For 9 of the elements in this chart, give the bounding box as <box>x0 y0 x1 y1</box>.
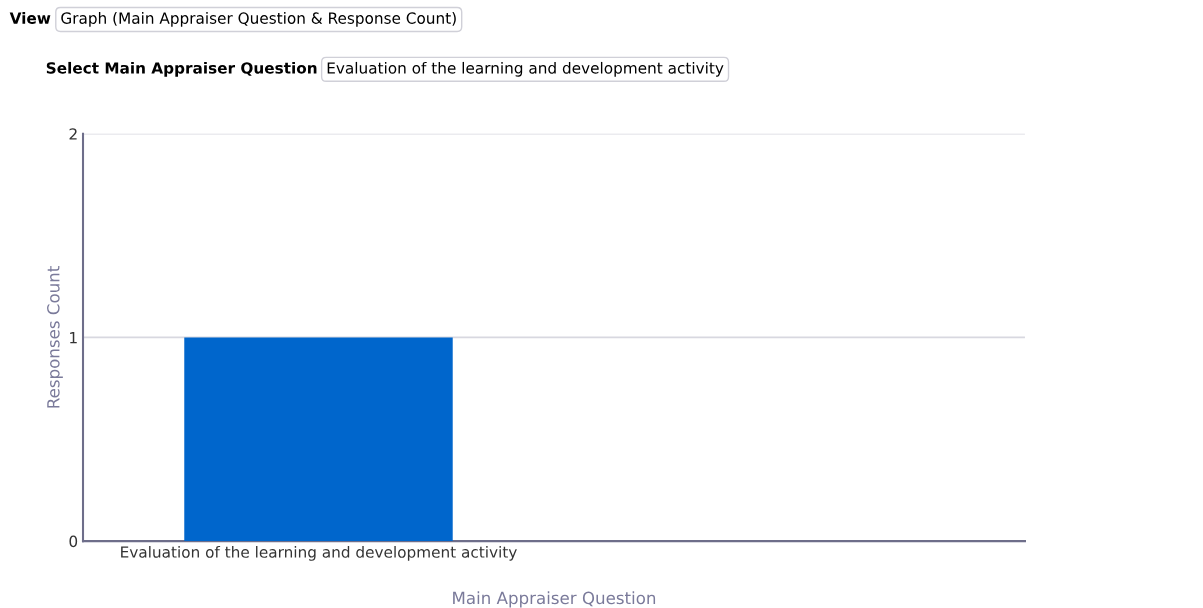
text: Select Main Appraiser Question <box>46 61 317 77</box>
text: Evaluation of the learning and development activity <box>327 61 724 77</box>
y-tick-label: 2 <box>69 128 77 140</box>
y-tick-label: 1 <box>70 332 77 344</box>
y-tick-label: 0 <box>69 535 78 548</box>
text: Graph (Main Appraiser Question & Response Count) <box>61 12 456 27</box>
x-axis-title: Main Appraiser Question <box>453 591 656 608</box>
y-axis-title: Responses Count <box>47 266 63 408</box>
text: View <box>9 12 51 24</box>
